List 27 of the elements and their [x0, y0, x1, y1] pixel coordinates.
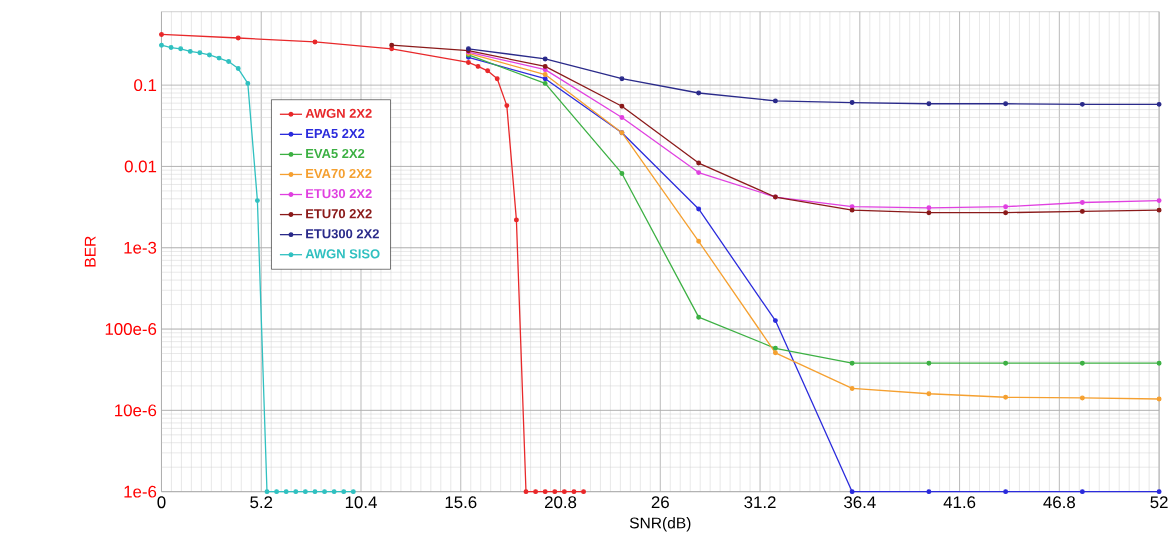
legend-label: ETU30 2X2: [306, 188, 372, 199]
y-tick-label: 100e-6: [105, 322, 157, 335]
legend-label: ETU70 2X2: [306, 208, 372, 219]
y-tick-label: 0.01: [124, 160, 157, 173]
y-tick-label: 1e-3: [124, 241, 157, 254]
y-tick-label: 10e-6: [115, 404, 157, 417]
x-tick-label: 26: [651, 496, 669, 508]
y-tick-label: 1e-6: [124, 485, 157, 498]
legend-label: ETU300 2X2: [306, 229, 379, 239]
x-tick-label: 10.4: [345, 496, 377, 508]
x-tick-label: 41.6: [943, 496, 976, 508]
legend-label: EVA70 2X2: [306, 168, 372, 178]
legend-label: EPA5 2X2: [306, 128, 365, 138]
y-tick-label: 0.1: [134, 79, 157, 91]
legend-label: EVA5 2X2: [306, 148, 365, 158]
legend-label: AWGN SISO: [305, 249, 380, 259]
x-tick-label: 52: [1150, 496, 1168, 508]
x-axis-title: SNR(dB): [629, 516, 691, 532]
x-tick-label: 31.2: [744, 496, 776, 508]
x-tick-label: 15.6: [445, 496, 477, 508]
x-tick-label: 46.8: [1043, 496, 1075, 508]
x-tick-label: 20.8: [544, 496, 577, 508]
legend-label: AWGN 2X2: [305, 108, 372, 118]
x-tick-label: 5.2: [250, 496, 273, 508]
x-tick-label: 36.4: [844, 496, 876, 508]
y-axis-title: BER: [84, 236, 96, 267]
x-tick-label: 0: [157, 496, 166, 508]
